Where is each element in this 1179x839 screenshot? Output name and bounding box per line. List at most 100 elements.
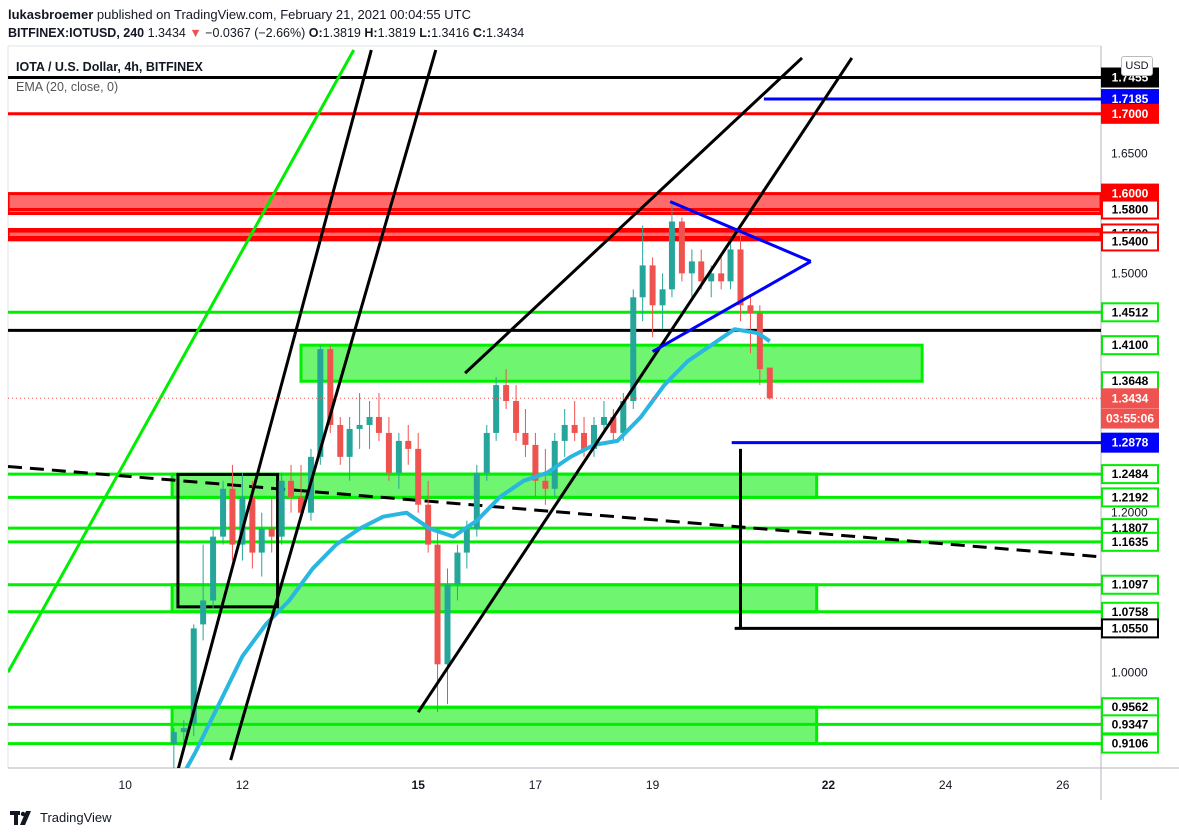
candle-38 [542, 448, 549, 505]
candle-5 [220, 480, 227, 545]
author-name[interactable]: lukasbroemer [8, 7, 94, 22]
candle-0 [170, 728, 177, 768]
candle-40 [561, 408, 568, 457]
candle-36 [522, 408, 529, 457]
zone-green-2 [299, 343, 924, 383]
candle-body [190, 628, 197, 725]
candle-25 [415, 432, 422, 513]
price-label-box [1101, 408, 1159, 429]
price-label-6: 1.5400 [1101, 231, 1159, 252]
publish-info: lukasbroemer published on TradingView.co… [8, 7, 471, 22]
chart-legend-title[interactable]: IOTA / U.S. Dollar, 4h, BITFINEX [16, 60, 203, 74]
currency-button[interactable]: USD [1121, 56, 1153, 76]
candle-body [425, 504, 432, 545]
price-label-text: 1.0758 [1112, 605, 1149, 619]
candle-body [483, 432, 490, 473]
plot-area [8, 49, 1101, 768]
candle-34 [503, 369, 510, 409]
price-label-text: 0.9106 [1112, 737, 1149, 751]
price-label-box [1101, 335, 1159, 356]
candle-body [532, 444, 539, 481]
candle-body [737, 249, 744, 306]
price-label-text: 1.0550 [1112, 621, 1149, 635]
candle-body [513, 401, 520, 433]
price-label-1: 1.7185 [1101, 89, 1159, 110]
candle-body [718, 273, 725, 282]
price-label-text: 0.9347 [1112, 717, 1149, 731]
x-tick-label-0: 10 [119, 778, 133, 792]
zone-red-1 [8, 229, 1101, 242]
candle-31 [473, 464, 480, 537]
candle-19 [356, 393, 363, 449]
price-label-9: 1.3648 [1101, 371, 1159, 392]
candle-body [337, 424, 344, 457]
open-value: 1.3819 [322, 26, 361, 40]
price-label-text: 1.1807 [1112, 521, 1149, 535]
price-label-text: 1.2192 [1112, 490, 1149, 504]
candle-60 [756, 305, 763, 386]
y-tick-label-3: 1.0000 [1111, 665, 1148, 679]
candle-11 [278, 472, 285, 545]
price-label-10: 1.3434 [1101, 388, 1159, 409]
candle-41 [571, 401, 578, 441]
candle-body [620, 401, 627, 433]
candle-39 [551, 432, 558, 497]
x-tick-label-6: 24 [939, 778, 953, 792]
price-label-16: 1.1635 [1101, 531, 1159, 552]
symbol-label: BITFINEX:IOTUSD, 240 [8, 26, 145, 40]
candle-body [600, 416, 607, 425]
candle-body [200, 600, 207, 625]
price-label-3: 1.6000 [1101, 183, 1159, 204]
candle-57 [727, 241, 734, 290]
candle-body [444, 584, 451, 665]
candle-53 [688, 249, 695, 298]
candle-body [366, 416, 373, 425]
candle-6 [229, 464, 236, 561]
candle-body [463, 528, 470, 553]
price-label-4: 1.5800 [1101, 199, 1159, 220]
price-label-17: 1.1097 [1101, 574, 1159, 595]
candle-body [551, 440, 558, 489]
candle-body [170, 732, 177, 745]
candle-61 [766, 367, 773, 400]
candle-body [630, 297, 637, 402]
price-label-text: 1.7185 [1112, 92, 1149, 106]
high-label: H: [364, 26, 378, 40]
price-label-20: 0.9562 [1101, 697, 1159, 718]
candle-body [180, 728, 187, 733]
open-label: O: [308, 26, 323, 40]
price-change: −0.0367 (−2.66%) [205, 26, 306, 40]
last-price: 1.3434 [147, 26, 186, 40]
price-label-box [1101, 103, 1159, 124]
candle-26 [425, 480, 432, 553]
candle-23 [395, 432, 402, 489]
candle-2 [190, 624, 197, 737]
candle-body [317, 349, 324, 457]
footer-brand[interactable]: TradingView [10, 810, 112, 825]
indicator-legend[interactable]: EMA (20, close, 0) [16, 80, 119, 94]
price-label-text: 1.2484 [1112, 467, 1149, 481]
candle-body [375, 416, 382, 433]
low-label: L: [419, 26, 432, 40]
tradingview-logo-icon [10, 810, 31, 825]
zone-green-3 [170, 472, 819, 499]
candle-10 [268, 496, 275, 553]
candle-body [581, 432, 588, 449]
candle-body [727, 249, 734, 282]
candle-20 [366, 401, 373, 449]
down-arrow-icon: ▼ [189, 26, 202, 40]
candle-body [220, 488, 227, 537]
candle-body [561, 424, 568, 441]
low-value: 1.3416 [431, 26, 470, 40]
candle-body [258, 528, 265, 553]
candle-body [385, 432, 392, 473]
candle-49 [649, 257, 656, 338]
price-label-2: 1.7000 [1101, 103, 1159, 124]
price-label-8: 1.4100 [1101, 335, 1159, 356]
candle-body [522, 432, 529, 445]
price-label-box [1101, 487, 1159, 508]
candle-59 [747, 297, 754, 354]
candle-35 [513, 385, 520, 441]
price-label-text: 1.3434 [1112, 391, 1149, 405]
